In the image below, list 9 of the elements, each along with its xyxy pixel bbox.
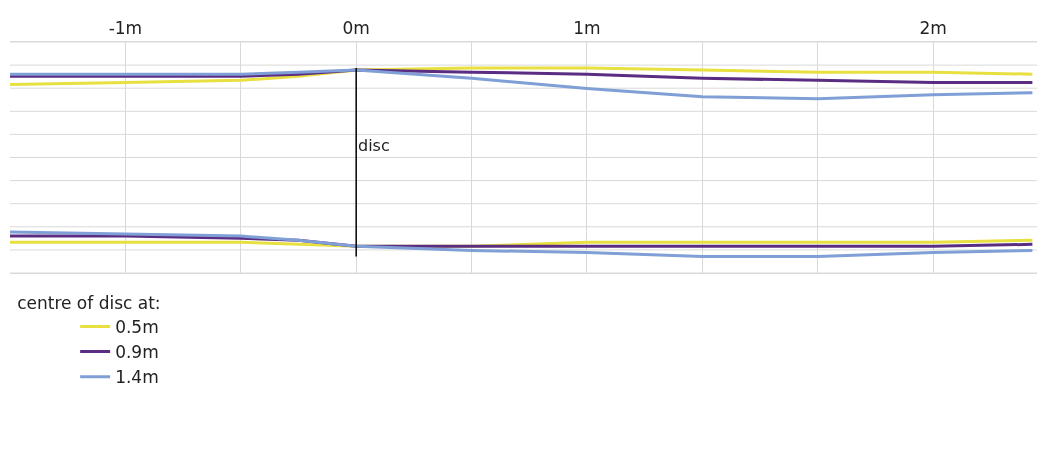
x-tick-label: -1m (108, 18, 143, 39)
legend-label: 1.4m (115, 367, 159, 388)
legend-label: 0.9m (115, 342, 159, 363)
x-tick-label: 0m (342, 18, 370, 39)
x-tick-label: 1m (573, 18, 601, 39)
legend-title: centre of disc at: (17, 292, 161, 313)
x-tick-label: 2m (919, 18, 947, 39)
ref-line-label: disc (358, 136, 390, 155)
legend-label: 0.5m (115, 317, 159, 338)
